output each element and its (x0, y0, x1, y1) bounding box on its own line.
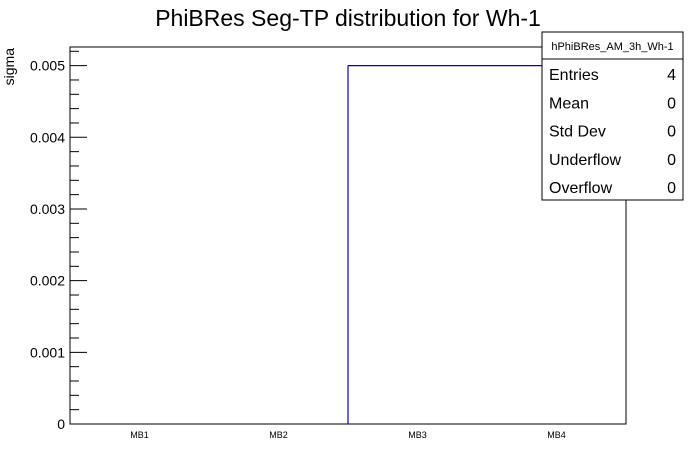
stats-value: 0 (667, 152, 676, 169)
y-tick-label: 0 (57, 416, 65, 432)
stats-label: Underflow (549, 152, 621, 169)
x-tick-label: MB4 (547, 430, 566, 440)
stats-label: Std Dev (549, 124, 606, 141)
y-tick-label: 0.001 (30, 344, 65, 360)
stats-label: Overflow (549, 180, 613, 197)
x-axis: MB1 MB2 MB3 MB4 (130, 430, 566, 440)
x-tick-label: MB1 (130, 430, 149, 440)
y-tick-label: 0.004 (30, 129, 65, 145)
stats-value: 4 (667, 67, 676, 84)
stats-value: 0 (667, 124, 676, 141)
stats-value: 0 (667, 95, 676, 112)
x-tick-label: MB2 (269, 430, 288, 440)
stats-value: 0 (667, 180, 676, 197)
x-tick-label: MB3 (408, 430, 427, 440)
stats-box-name: hPhiBRes_AM_3h_Wh-1 (551, 41, 673, 53)
y-axis: 0 0.001 0.002 0.003 0.004 0.005 (30, 50, 87, 432)
y-tick-label: 0.003 (30, 201, 65, 217)
stats-box: hPhiBRes_AM_3h_Wh-1 Entries 4 Mean 0 Std Dev 0… (541, 31, 684, 201)
y-tick-label: 0.002 (30, 273, 65, 289)
chart-title: PhiBRes Seg-TP distribution for Wh-1 (155, 5, 541, 31)
y-tick-label: 0.005 (30, 58, 65, 74)
stats-box-frame (541, 31, 684, 201)
stats-label: Mean (549, 95, 589, 112)
y-axis-label: sigma (1, 48, 17, 86)
stats-label: Entries (549, 67, 599, 84)
